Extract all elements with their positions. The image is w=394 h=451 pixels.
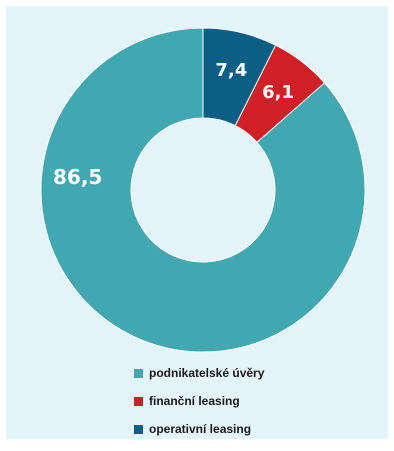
legend-label: podnikatelské úvěry — [149, 366, 265, 380]
data-label-operativni-leasing: 7,4 — [215, 60, 247, 81]
legend-swatch — [134, 368, 143, 378]
data-label-financni-leasing: 6,1 — [262, 82, 294, 103]
legend-item-operativni-leasing: operativní leasing — [134, 422, 264, 436]
legend-item-financni-leasing: finanční leasing — [134, 394, 264, 408]
data-label-podnikatelske-uvery: 86,5 — [53, 165, 102, 189]
legend-swatch — [134, 424, 143, 434]
legend-swatch — [134, 396, 143, 406]
slice-podnikatelske-uvery — [40, 27, 366, 353]
legend-label: finanční leasing — [149, 394, 240, 408]
legend-label: operativní leasing — [149, 422, 252, 436]
legend: podnikatelské úvěry finanční leasing ope… — [134, 366, 265, 451]
legend-item-podnikatelske-uvery: podnikatelské úvěry — [134, 366, 265, 380]
